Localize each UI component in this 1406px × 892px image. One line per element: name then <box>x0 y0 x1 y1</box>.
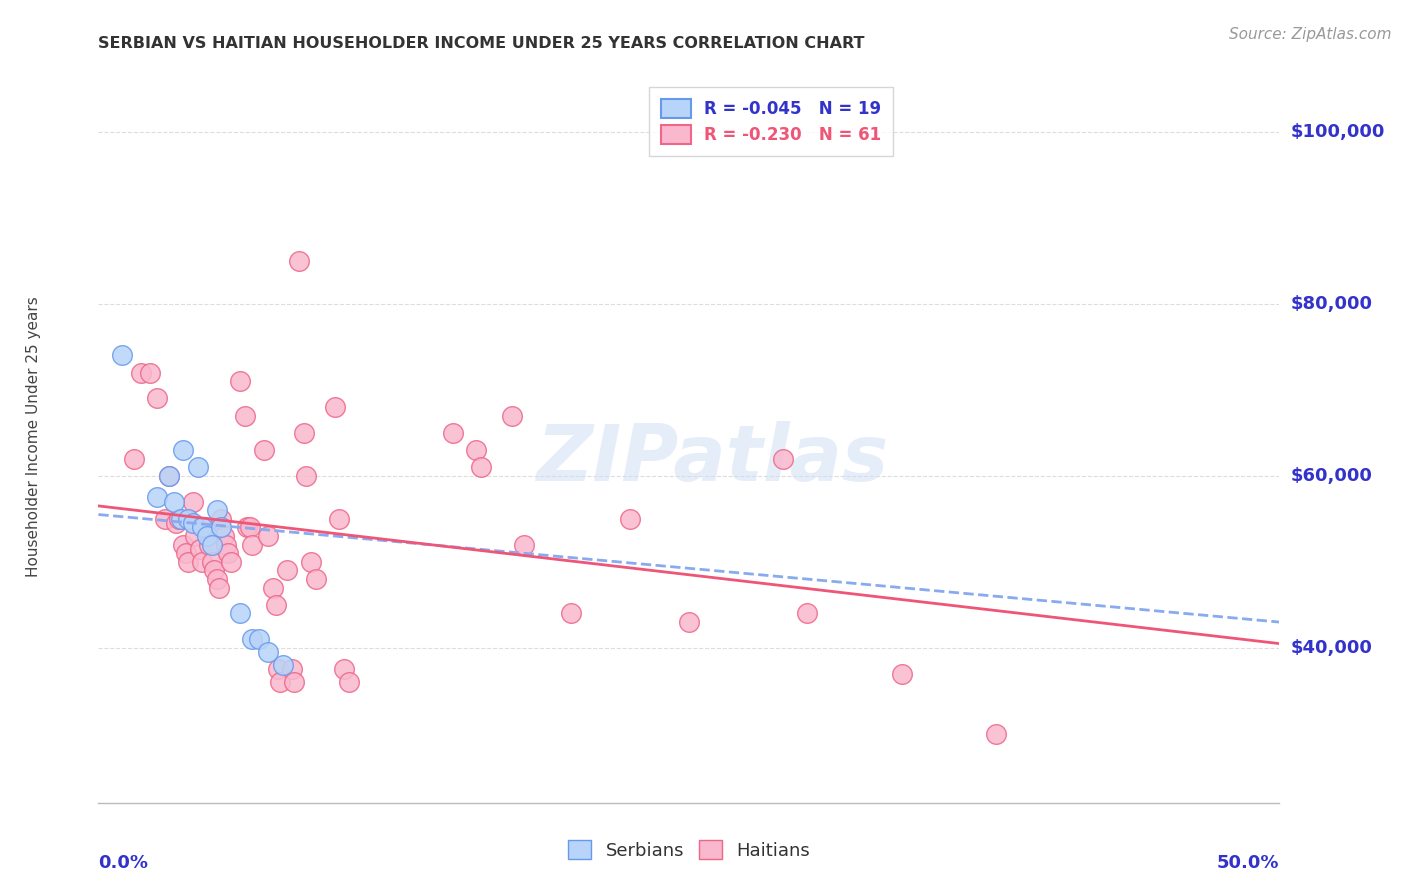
Point <box>236 520 259 534</box>
Text: Source: ZipAtlas.com: Source: ZipAtlas.com <box>1229 27 1392 42</box>
Point <box>328 512 350 526</box>
Point <box>191 555 214 569</box>
Point <box>305 572 328 586</box>
Point <box>299 555 322 569</box>
Point <box>201 538 224 552</box>
Point <box>796 607 818 621</box>
Text: $100,000: $100,000 <box>1291 122 1385 141</box>
Point <box>187 460 209 475</box>
Text: $80,000: $80,000 <box>1291 294 1372 313</box>
Point <box>240 632 263 647</box>
Point <box>146 392 169 406</box>
Point <box>188 541 211 556</box>
Point <box>208 581 231 595</box>
Text: Householder Income Under 25 years: Householder Income Under 25 years <box>25 297 41 577</box>
Point <box>157 468 180 483</box>
Point <box>111 348 134 362</box>
Point <box>177 512 200 526</box>
Point <box>165 516 187 530</box>
Point <box>195 529 218 543</box>
Text: 0.0%: 0.0% <box>98 854 149 872</box>
Point <box>262 581 284 595</box>
Point <box>170 512 193 526</box>
Point <box>202 564 225 578</box>
Text: SERBIAN VS HAITIAN HOUSEHOLDER INCOME UNDER 25 YEARS CORRELATION CHART: SERBIAN VS HAITIAN HOUSEHOLDER INCOME UN… <box>98 36 865 51</box>
Text: ZIPatlas: ZIPatlas <box>537 421 889 497</box>
Point <box>153 512 176 526</box>
Point <box>247 632 270 647</box>
Point <box>295 468 318 483</box>
Point <box>257 645 280 659</box>
Point <box>678 615 700 629</box>
Point <box>271 658 294 673</box>
Point <box>219 555 242 569</box>
Point <box>239 520 262 534</box>
Point <box>269 675 291 690</box>
Point <box>139 366 162 380</box>
Point <box>772 451 794 466</box>
Point <box>212 529 235 543</box>
Text: $60,000: $60,000 <box>1291 467 1372 485</box>
Point <box>323 400 346 414</box>
Point <box>129 366 152 380</box>
Point <box>441 425 464 440</box>
Point <box>201 555 224 569</box>
Point <box>253 442 276 457</box>
Point <box>288 253 311 268</box>
Point <box>198 538 221 552</box>
Point <box>172 442 194 457</box>
Point <box>194 520 217 534</box>
Point <box>292 425 315 440</box>
Point <box>333 662 356 676</box>
Point <box>229 374 252 388</box>
Point <box>209 512 232 526</box>
Point <box>167 512 190 526</box>
Legend: Serbians, Haitians: Serbians, Haitians <box>561 832 817 867</box>
Point <box>163 494 186 508</box>
Point <box>181 494 204 508</box>
Point <box>512 538 534 552</box>
Point <box>283 675 305 690</box>
Point <box>281 662 304 676</box>
Text: $40,000: $40,000 <box>1291 639 1372 657</box>
Point <box>172 538 194 552</box>
Point <box>276 564 298 578</box>
Point <box>890 666 912 681</box>
Point <box>122 451 145 466</box>
Point <box>984 727 1007 741</box>
Point <box>184 529 207 543</box>
Point <box>229 607 252 621</box>
Point <box>146 491 169 505</box>
Point <box>233 409 256 423</box>
Point <box>257 529 280 543</box>
Point <box>177 555 200 569</box>
Point <box>619 512 641 526</box>
Point <box>337 675 360 690</box>
Point <box>205 572 228 586</box>
Point <box>470 460 492 475</box>
Point <box>267 662 290 676</box>
Point <box>501 409 523 423</box>
Point <box>209 520 232 534</box>
Point <box>181 516 204 530</box>
Point <box>205 503 228 517</box>
Point <box>560 607 582 621</box>
Point <box>157 468 180 483</box>
Text: 50.0%: 50.0% <box>1218 854 1279 872</box>
Point <box>240 538 263 552</box>
Point <box>217 546 239 560</box>
Point <box>191 520 214 534</box>
Point <box>174 546 197 560</box>
Point <box>264 598 287 612</box>
Point <box>215 538 238 552</box>
Point <box>465 442 488 457</box>
